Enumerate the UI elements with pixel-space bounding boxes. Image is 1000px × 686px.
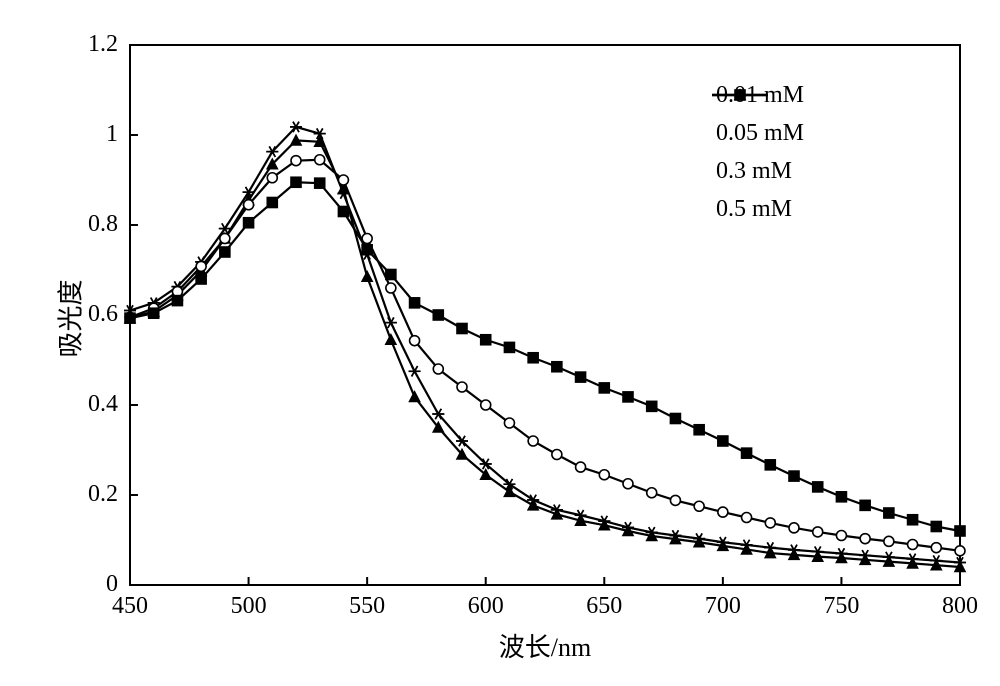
y-tick-label: 0.6 (88, 301, 118, 328)
x-tick-label: 500 (219, 593, 279, 620)
chart-canvas (0, 0, 1000, 686)
legend-item-s05: 0.5 mM (710, 192, 804, 226)
x-tick-label: 700 (693, 593, 753, 620)
y-tick-label: 0.4 (88, 391, 118, 418)
legend-item-s005: 0.05 mM (710, 116, 804, 150)
legend-marker-icon (710, 78, 770, 112)
x-tick-label: 750 (811, 593, 871, 620)
x-tick-label: 600 (456, 593, 516, 620)
series-s05 (125, 177, 965, 536)
y-tick-label: 0.8 (88, 211, 118, 238)
x-tick-label: 550 (337, 593, 397, 620)
y-tick-label: 0 (106, 571, 118, 598)
y-tick-label: 1 (106, 121, 118, 148)
y-tick-label: 1.2 (88, 31, 118, 58)
legend-label: 0.3 mM (716, 158, 792, 185)
legend-label: 0.05 mM (716, 120, 804, 147)
legend: 0.01 mM0.05 mM0.3 mM0.5 mM (710, 78, 804, 230)
legend-item-s03: 0.3 mM (710, 154, 804, 188)
x-axis-title: 波长/nm (465, 627, 625, 664)
y-tick-label: 0.2 (88, 481, 118, 508)
x-tick-label: 800 (930, 593, 990, 620)
x-tick-label: 650 (574, 593, 634, 620)
y-axis-title: 吸光度 (51, 279, 88, 357)
legend-label: 0.5 mM (716, 196, 792, 223)
